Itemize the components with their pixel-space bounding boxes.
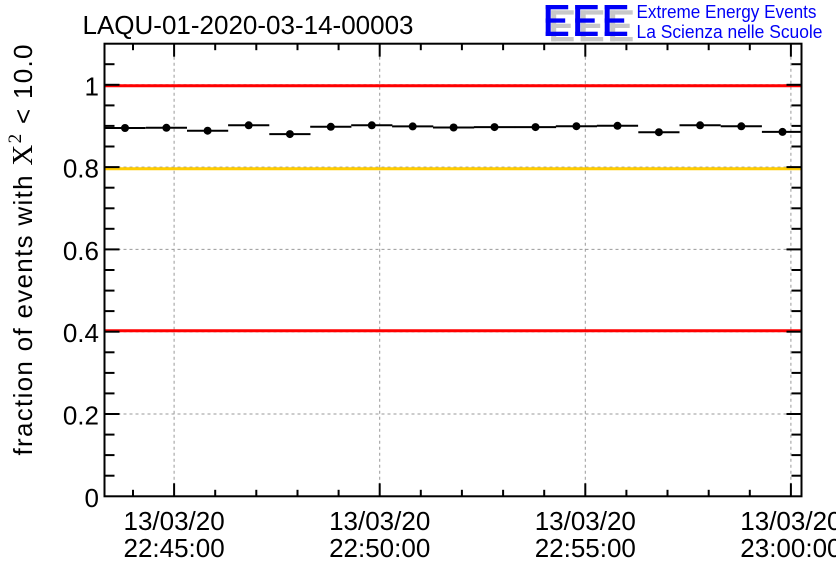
svg-text:0.6: 0.6 (63, 236, 99, 266)
svg-text:1: 1 (85, 71, 99, 101)
svg-text:22:45:00: 22:45:00 (123, 533, 224, 563)
svg-text:fraction of events with X2 < 1: fraction of events with X2 < 10.0 (5, 43, 39, 455)
svg-text:22:50:00: 22:50:00 (329, 533, 430, 563)
svg-text:13/03/20: 13/03/20 (740, 506, 836, 536)
svg-text:LAQU-01-2020-03-14-00003: LAQU-01-2020-03-14-00003 (83, 10, 414, 40)
svg-text:22:55:00: 22:55:00 (535, 533, 636, 563)
svg-text:0: 0 (85, 483, 99, 513)
svg-text:0.4: 0.4 (63, 318, 99, 348)
svg-text:13/03/20: 13/03/20 (329, 506, 430, 536)
svg-text:13/03/20: 13/03/20 (123, 506, 224, 536)
svg-text:13/03/20: 13/03/20 (535, 506, 636, 536)
svg-text:La Scienza nelle Scuole: La Scienza nelle Scuole (637, 22, 823, 42)
svg-text:23:00:00: 23:00:00 (740, 533, 836, 563)
svg-text:Extreme Energy Events: Extreme Energy Events (637, 2, 817, 22)
svg-text:0.8: 0.8 (63, 154, 99, 184)
svg-text:0.2: 0.2 (63, 401, 99, 431)
